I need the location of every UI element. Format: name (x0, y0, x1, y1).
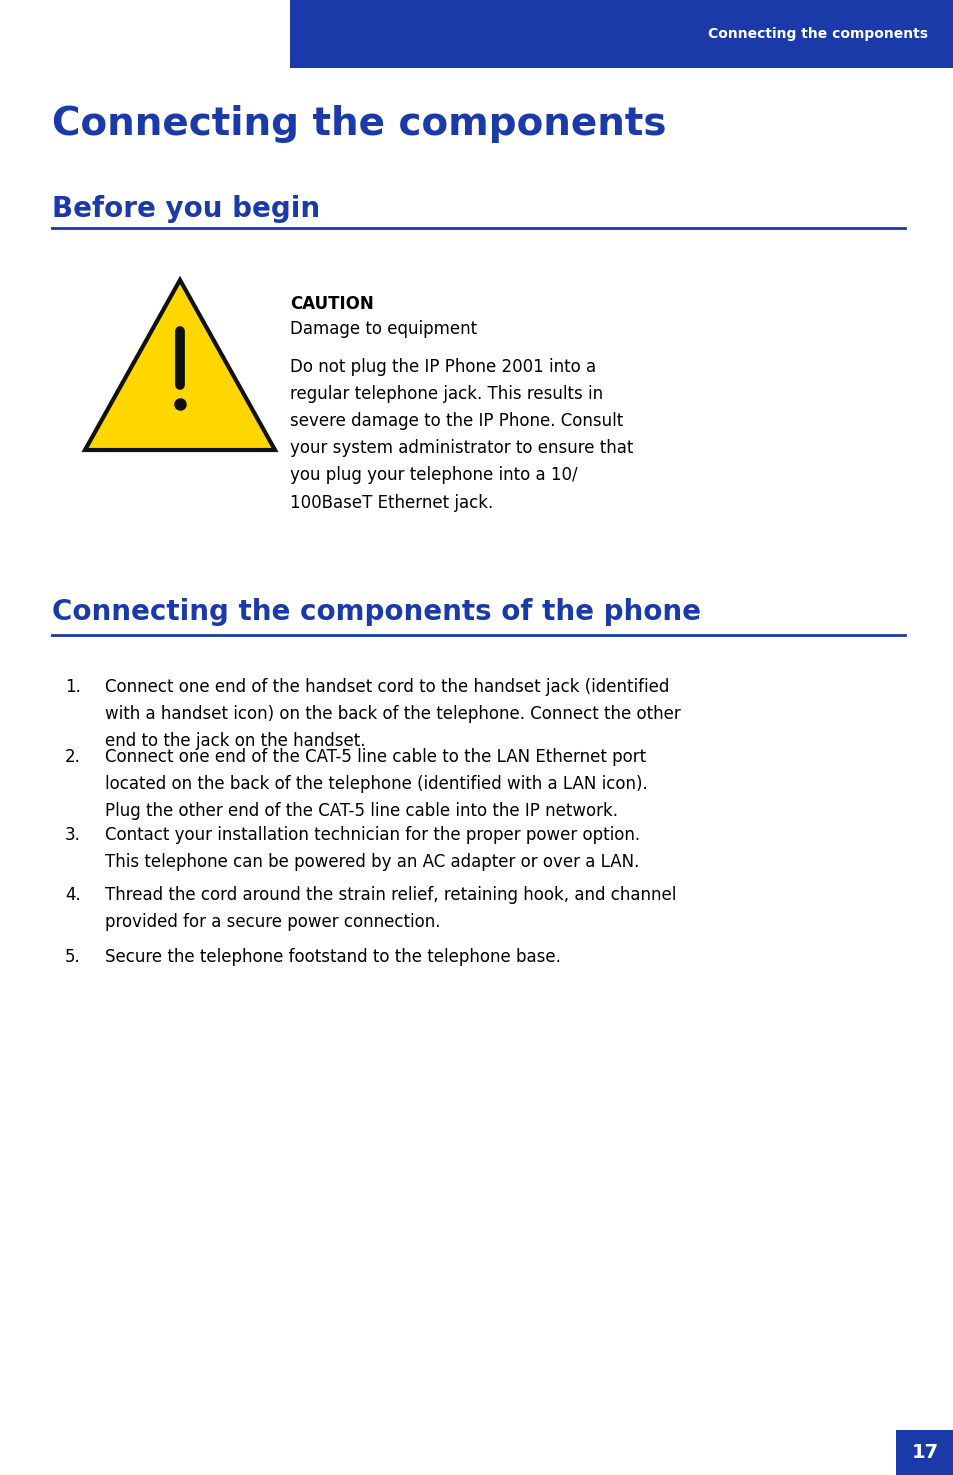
Text: Do not plug the IP Phone 2001 into a
regular telephone jack. This results in
sev: Do not plug the IP Phone 2001 into a reg… (290, 358, 633, 512)
Text: Connect one end of the CAT-5 line cable to the LAN Ethernet port
located on the : Connect one end of the CAT-5 line cable … (105, 748, 647, 820)
Text: CAUTION: CAUTION (290, 295, 374, 313)
Text: 3.: 3. (65, 826, 81, 844)
Text: Connecting the components: Connecting the components (707, 27, 927, 41)
Text: 2.: 2. (65, 748, 81, 766)
Text: 4.: 4. (65, 886, 81, 904)
Text: Damage to equipment: Damage to equipment (290, 320, 476, 338)
Text: Connecting the components: Connecting the components (52, 105, 666, 143)
Bar (290, 0, 953, 68)
Text: Before you begin: Before you begin (52, 195, 320, 223)
Text: Contact your installation technician for the proper power option.
This telephone: Contact your installation technician for… (105, 826, 639, 872)
Text: 5.: 5. (65, 948, 81, 966)
Text: Connect one end of the handset cord to the handset jack (identified
with a hands: Connect one end of the handset cord to t… (105, 678, 680, 751)
Polygon shape (85, 280, 274, 450)
Bar (895, 1429, 953, 1475)
Text: 1.: 1. (65, 678, 81, 696)
Text: Secure the telephone footstand to the telephone base.: Secure the telephone footstand to the te… (105, 948, 560, 966)
Text: Connecting the components of the phone: Connecting the components of the phone (52, 597, 700, 625)
Text: Thread the cord around the strain relief, retaining hook, and channel
provided f: Thread the cord around the strain relief… (105, 886, 676, 931)
Text: 17: 17 (910, 1443, 938, 1462)
